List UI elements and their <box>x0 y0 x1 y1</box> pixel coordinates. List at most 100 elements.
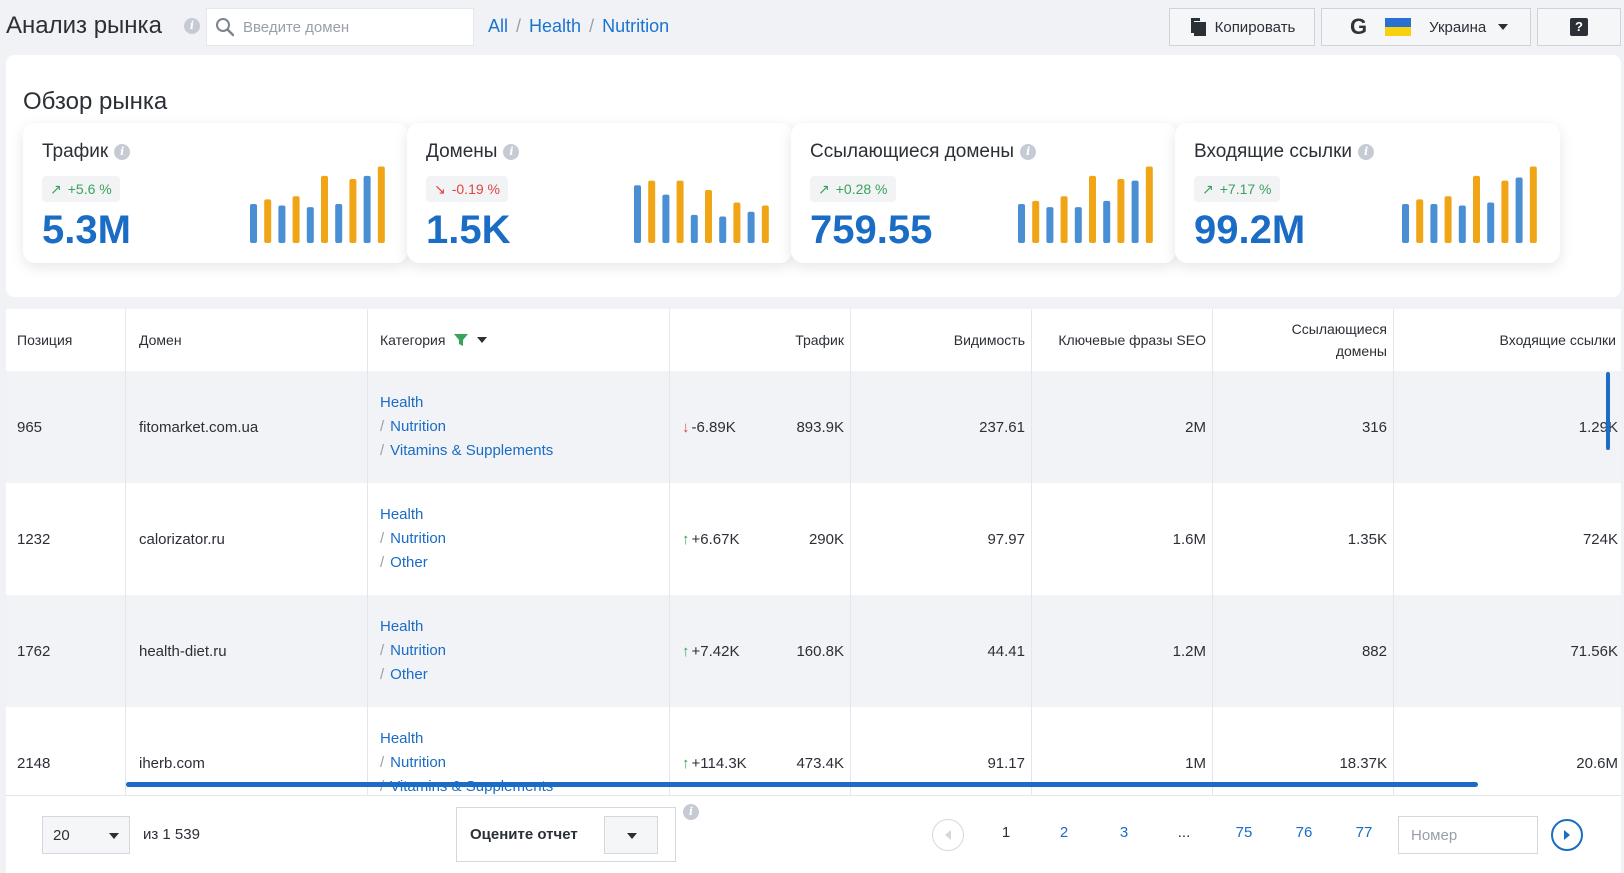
info-icon[interactable]: i <box>503 144 520 160</box>
category-link[interactable]: Nutrition <box>390 418 447 435</box>
col-backlinks[interactable]: Входящие ссылки <box>1499 332 1616 348</box>
card-title: Ссылающиеся домены i <box>810 141 1037 163</box>
category-cell: Health / Nutrition / Vitamins & Supplements <box>380 391 553 463</box>
page-3[interactable]: 3 <box>1119 824 1129 841</box>
traffic-cell: 893.9K <box>796 418 844 436</box>
card-title: Домены i <box>426 141 520 163</box>
page-75[interactable]: 75 <box>1235 824 1253 841</box>
category-link[interactable]: Health <box>380 618 424 635</box>
vertical-scrollbar[interactable] <box>1606 372 1610 450</box>
chevron-down-icon[interactable] <box>477 337 488 343</box>
column-divider <box>1393 309 1394 795</box>
column-divider <box>1031 309 1032 795</box>
column-divider <box>1212 309 1213 795</box>
info-icon[interactable]: i <box>1020 144 1037 160</box>
backlinks-cell: 71.56K <box>1570 642 1618 660</box>
table-row[interactable]: 1762 health-diet.ru Health / Nutrition / Other… <box>6 595 1621 707</box>
col-domain[interactable]: Домен <box>139 332 182 348</box>
page-77[interactable]: 77 <box>1355 824 1373 841</box>
change-value: -0.19 % <box>451 181 500 197</box>
domain-search[interactable] <box>206 8 474 46</box>
seo-keywords-cell: 1.2M <box>1172 642 1206 660</box>
filter-icon[interactable] <box>453 332 469 348</box>
sparkline-bar <box>306 207 314 243</box>
category-link[interactable]: Other <box>390 666 428 683</box>
change-value: +5.6 % <box>67 181 112 197</box>
traffic-change-value: +7.42K <box>691 642 740 660</box>
info-icon[interactable]: i <box>184 18 200 34</box>
change-value: +7.17 % <box>1219 181 1272 197</box>
traffic-change: ↑ +7.42K <box>682 595 739 707</box>
page-2[interactable]: 2 <box>1059 824 1069 841</box>
category-link[interactable]: Vitamins & Supplements <box>390 442 554 459</box>
domain-search-input[interactable] <box>243 18 463 36</box>
arrow-up-right-icon: ↗ <box>1202 180 1214 197</box>
col-referring-domains[interactable]: Ссылающиеся домены <box>1225 309 1387 371</box>
referring-domains-cell: 18.37K <box>1339 754 1387 772</box>
breadcrumb-nutrition[interactable]: Nutrition <box>602 16 670 36</box>
sparkline-bar <box>648 180 656 243</box>
category-link[interactable]: Health <box>380 506 424 523</box>
table-row[interactable]: 1232 calorizator.ru Health / Nutrition / Other… <box>6 483 1621 595</box>
prev-page-button[interactable] <box>932 819 964 851</box>
chevron-left-icon <box>945 830 951 840</box>
position-cell: 1232 <box>17 530 51 548</box>
search-engine-country-select[interactable]: G Украина <box>1321 8 1531 46</box>
category-cell: Health / Nutrition / Other <box>380 503 446 575</box>
sparkline-bar <box>264 199 272 243</box>
overview-title: Обзор рынка <box>23 88 168 115</box>
traffic-cell: 473.4K <box>796 754 844 772</box>
rate-report-dropdown[interactable] <box>604 816 658 854</box>
chevron-down-icon <box>1498 24 1509 30</box>
arrow-up-icon: ↑ <box>682 642 690 660</box>
info-icon[interactable]: i <box>683 804 699 820</box>
card-title: Входящие ссылки i <box>1194 141 1375 163</box>
domain-cell[interactable]: iherb.com <box>139 754 205 772</box>
category-path-item: / Vitamins & Supplements <box>380 439 553 463</box>
col-visibility[interactable]: Видимость <box>953 332 1025 348</box>
col-seo-keywords[interactable]: Ключевые фразы SEO <box>1058 332 1206 348</box>
table-row[interactable]: 965 fitomarket.com.ua Health / Nutrition / Vit… <box>6 371 1621 483</box>
sparkline-chart <box>634 180 769 243</box>
google-icon: G <box>1350 14 1368 39</box>
category-link[interactable]: Health <box>380 394 424 411</box>
breadcrumb-health[interactable]: Health <box>529 16 582 36</box>
category-link[interactable]: Nutrition <box>390 642 447 659</box>
metric-value: 1.5K <box>426 208 511 252</box>
col-category-label: Категория <box>380 332 446 348</box>
visibility-cell: 44.41 <box>987 642 1025 660</box>
category-separator: / <box>380 418 385 435</box>
sparkline-bar <box>1473 175 1480 243</box>
info-icon[interactable]: i <box>114 144 131 160</box>
category-link[interactable]: Nutrition <box>390 530 447 547</box>
domain-cell[interactable]: calorizator.ru <box>139 530 225 548</box>
rows-per-page-select[interactable]: 20 <box>42 816 130 854</box>
category-link[interactable]: Other <box>390 554 428 571</box>
category-separator: / <box>380 754 385 771</box>
visibility-cell: 97.97 <box>987 530 1025 548</box>
help-button[interactable]: ? <box>1537 8 1621 46</box>
category-path-item: / Nutrition <box>380 639 446 663</box>
referring-domains-cell: 316 <box>1361 418 1387 436</box>
col-position[interactable]: Позиция <box>17 332 73 348</box>
pagination-footer: 20 из 1 539 Оцените отчет i 1 2 3 ... 75… <box>6 795 1621 873</box>
category-link[interactable]: Health <box>380 730 424 747</box>
rate-report-label: Оцените отчет <box>470 826 578 843</box>
domain-cell[interactable]: fitomarket.com.ua <box>139 418 259 436</box>
page-76[interactable]: 76 <box>1295 824 1313 841</box>
domain-cell[interactable]: health-diet.ru <box>139 642 227 660</box>
copy-button[interactable]: Копировать <box>1169 8 1315 46</box>
col-category[interactable]: Категория <box>380 309 670 371</box>
sparkline-bar <box>363 175 371 243</box>
col-referring-domains-line1: Ссылающиеся <box>1291 321 1387 337</box>
next-page-button[interactable] <box>1551 819 1583 851</box>
category-link[interactable]: Nutrition <box>390 754 447 771</box>
page-1[interactable]: 1 <box>1001 824 1011 841</box>
col-traffic[interactable]: Трафик <box>795 332 844 348</box>
horizontal-scrollbar[interactable] <box>126 782 1478 787</box>
sparkline-bar <box>1032 200 1040 243</box>
info-icon[interactable]: i <box>1358 144 1375 160</box>
page-number-input[interactable] <box>1398 816 1538 854</box>
rows-per-page-value: 20 <box>53 826 70 844</box>
breadcrumb-all[interactable]: All <box>488 16 509 36</box>
